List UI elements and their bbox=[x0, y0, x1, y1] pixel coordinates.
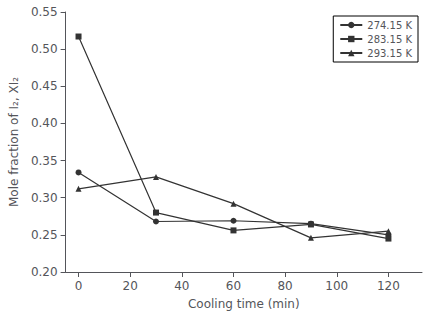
svg-text:274.15 K: 274.15 K bbox=[367, 20, 412, 31]
svg-text:20: 20 bbox=[123, 279, 138, 293]
svg-text:0.25: 0.25 bbox=[31, 228, 58, 242]
svg-text:100: 100 bbox=[325, 279, 348, 293]
svg-text:Mole fraction of I₂, XI₂: Mole fraction of I₂, XI₂ bbox=[7, 77, 21, 207]
svg-text:0.50: 0.50 bbox=[31, 42, 58, 56]
svg-text:60: 60 bbox=[226, 279, 241, 293]
svg-text:120: 120 bbox=[377, 279, 400, 293]
svg-text:0.30: 0.30 bbox=[31, 191, 58, 205]
svg-text:0.35: 0.35 bbox=[31, 154, 58, 168]
svg-text:Cooling time (min): Cooling time (min) bbox=[188, 297, 300, 311]
svg-text:0.45: 0.45 bbox=[31, 79, 58, 93]
svg-text:0: 0 bbox=[75, 279, 83, 293]
svg-text:0.55: 0.55 bbox=[31, 5, 58, 19]
svg-text:293.15 K: 293.15 K bbox=[367, 48, 412, 59]
svg-text:0.40: 0.40 bbox=[31, 116, 58, 130]
svg-text:0.20: 0.20 bbox=[31, 265, 58, 279]
svg-text:80: 80 bbox=[277, 279, 292, 293]
svg-text:40: 40 bbox=[174, 279, 189, 293]
svg-text:283.15 K: 283.15 K bbox=[367, 34, 412, 45]
